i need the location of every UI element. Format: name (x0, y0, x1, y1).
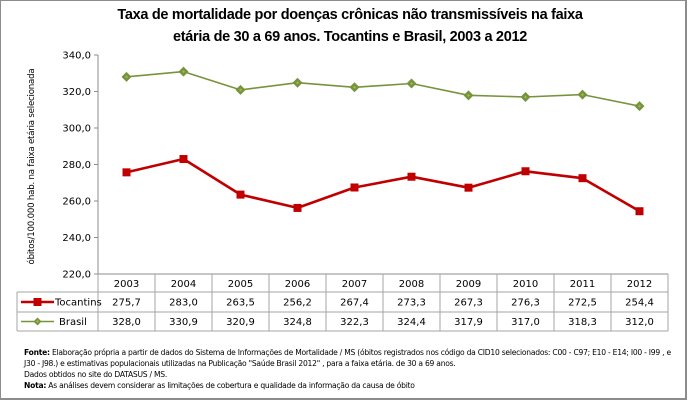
x-tick-label: 2003 (114, 279, 139, 290)
y-tick-label: 260,0 (62, 197, 91, 208)
data-point-tocantins (578, 174, 587, 183)
data-point-brasil-highlight (524, 95, 527, 99)
data-label: 320,9 (226, 317, 255, 328)
y-tick-label: 340,0 (62, 51, 91, 62)
legend-label-tocantins: Tocantins (54, 298, 102, 309)
data-label: 273,3 (397, 298, 426, 309)
y-tick-label: 220,0 (62, 270, 91, 281)
data-point-brasil-highlight (296, 81, 299, 85)
data-label: 324,8 (283, 317, 312, 328)
data-point-tocantins (236, 190, 245, 199)
x-tick-label: 2004 (171, 279, 196, 290)
x-tick-label: 2008 (399, 279, 424, 290)
source-note-2: Dados obtidos no site do DATASUS / MS. (24, 370, 168, 379)
data-point-brasil-highlight (467, 93, 470, 97)
y-tick-label: 300,0 (62, 124, 91, 135)
data-point-brasil-highlight (410, 81, 413, 85)
chart-title-line-1: Taxa de mortalidade por doenças crônicas… (117, 7, 583, 23)
data-point-brasil-highlight (182, 70, 185, 74)
data-label: 317,9 (454, 317, 483, 328)
data-label: 272,5 (568, 298, 597, 309)
data-point-tocantins (122, 168, 131, 177)
chart-title-line-2: etária de 30 a 69 anos. Tocantins e Bras… (173, 29, 527, 45)
source-note: Fonte: Elaboração própria a partir de da… (24, 347, 674, 369)
source-label: Fonte: (24, 348, 50, 357)
y-tick-label: 240,0 (62, 233, 91, 244)
data-label: 263,5 (226, 298, 255, 309)
data-label: 312,0 (625, 317, 654, 328)
data-point-brasil-highlight (125, 75, 128, 79)
data-label: 330,9 (169, 317, 198, 328)
data-label: 267,3 (454, 298, 483, 309)
x-tick-label: 2005 (228, 279, 253, 290)
x-tick-label: 2007 (342, 279, 367, 290)
data-table: 2003 2004 2005 2006 2007 2008 2009 2010 2011 2012… (16, 273, 669, 332)
data-point-brasil-highlight (239, 88, 242, 92)
data-point-tocantins (179, 155, 188, 164)
data-label: 322,3 (340, 317, 369, 328)
data-point-tocantins (293, 203, 302, 212)
data-point-tocantins (407, 172, 416, 181)
data-label: 267,4 (340, 298, 369, 309)
chart-notes: Fonte: Elaboração própria a partir de da… (24, 347, 674, 391)
legend-key-square-marker (33, 298, 42, 306)
data-point-brasil-highlight (638, 104, 641, 108)
x-tick-label: 2012 (627, 279, 652, 290)
data-label: 283,0 (169, 298, 198, 309)
data-label: 275,7 (112, 298, 141, 309)
data-point-tocantins (635, 207, 644, 216)
data-point-tocantins (521, 167, 530, 176)
data-label: 256,2 (283, 298, 312, 309)
y-axis-label-group: óbitos/100.000 hab. na faixa etária sele… (26, 69, 37, 265)
data-point-brasil-highlight (581, 93, 584, 97)
y-ticks: 220,0 240,0 260,0 280,0 300,0 320,0 340,0 (62, 51, 98, 281)
source-text: Elaboração própria a partir de dados do … (24, 348, 671, 368)
data-label: 318,3 (568, 317, 597, 328)
data-point-brasil-highlight (353, 85, 356, 89)
note-label: Nota: (24, 381, 47, 390)
note: Nota: As análises devem considerar as li… (24, 380, 674, 391)
note-text: As análises devem considerar as limitaçõ… (48, 381, 415, 390)
y-tick-label: 280,0 (62, 160, 91, 171)
series-markers (121, 66, 645, 216)
chart-title: Taxa de mortalidade por doenças crônicas… (60, 4, 640, 48)
x-tick-label: 2011 (570, 279, 595, 290)
data-label: 276,3 (511, 298, 540, 309)
series-line-brasil (126, 70, 640, 107)
x-tick-label: 2009 (456, 279, 481, 290)
legend-key-diamond-highlight (36, 320, 39, 323)
series-line-tocantins (126, 157, 641, 213)
data-label: 328,0 (112, 317, 141, 328)
x-tick-label: 2006 (285, 279, 310, 290)
data-point-tocantins (350, 183, 359, 192)
y-tick-label: 320,0 (62, 87, 91, 98)
data-label: 324,4 (397, 317, 426, 328)
legend-label-brasil: Brasil (59, 317, 87, 328)
data-point-tocantins (464, 183, 473, 192)
data-label: 254,4 (625, 298, 654, 309)
series-lines (126, 70, 641, 213)
y-axis-label: óbitos/100.000 hab. na faixa etária sele… (26, 69, 37, 265)
data-label: 317,0 (511, 317, 540, 328)
x-tick-label: 2010 (513, 279, 538, 290)
line-chart: óbitos/100.000 hab. na faixa etária sele… (16, 51, 669, 332)
